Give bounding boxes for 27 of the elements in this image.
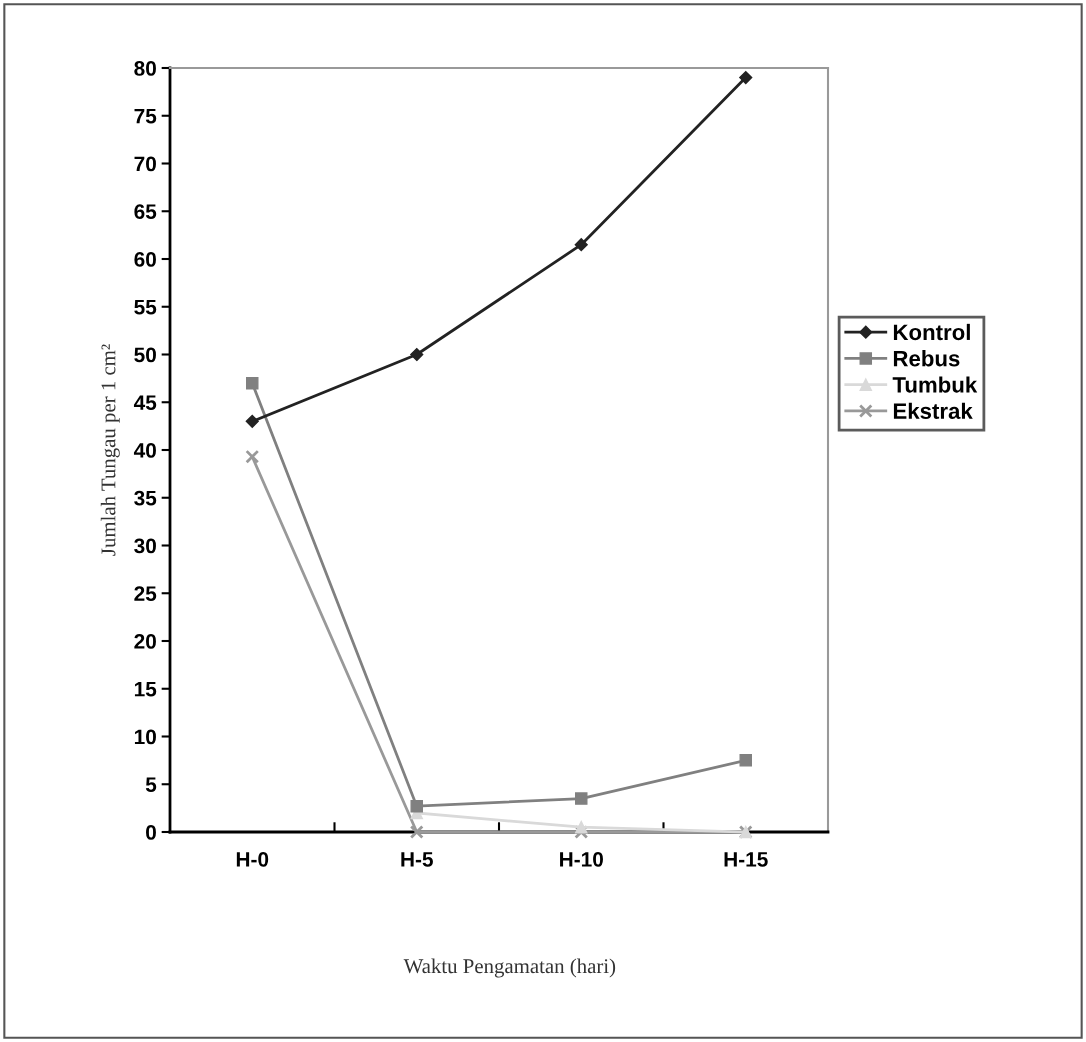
y-tick-label: 15	[134, 681, 157, 697]
y-tick-label: 80	[134, 61, 156, 76]
legend-label: Tumbuk	[892, 376, 978, 393]
y-tick-label: 0	[146, 825, 156, 840]
y-tick-label: 50	[134, 347, 156, 363]
x-tick-label: H-10	[560, 851, 603, 867]
y-tick-label: 25	[134, 586, 157, 601]
y-tick-label: 10	[134, 729, 156, 745]
y-tick-label: 65	[134, 204, 157, 219]
y-tick-label: 20	[134, 634, 156, 649]
x-tick-label: H-0	[236, 851, 269, 867]
y-axis-title: Jumlah Tungau per 1 cm²	[100, 344, 120, 556]
legend-label: Rebus	[893, 350, 960, 367]
y-tick-label: 5	[145, 777, 157, 792]
legend-label: Kontrol	[893, 323, 970, 341]
y-tick-label: 40	[133, 443, 156, 458]
x-tick-label: H-5	[401, 852, 433, 867]
legend-label: Ekstrak	[893, 402, 973, 419]
x-tick-label: H-15	[724, 852, 768, 867]
y-tick-label: 55	[134, 299, 157, 315]
y-tick-label: 45	[133, 395, 157, 410]
y-tick-label: 75	[134, 108, 157, 124]
y-tick-label: 30	[134, 538, 156, 554]
x-axis-title: Waktu Pengamatan (hari)	[403, 958, 616, 978]
y-tick-label: 60	[134, 252, 156, 267]
y-tick-label: 70	[134, 156, 156, 172]
y-tick-label: 35	[134, 490, 157, 506]
